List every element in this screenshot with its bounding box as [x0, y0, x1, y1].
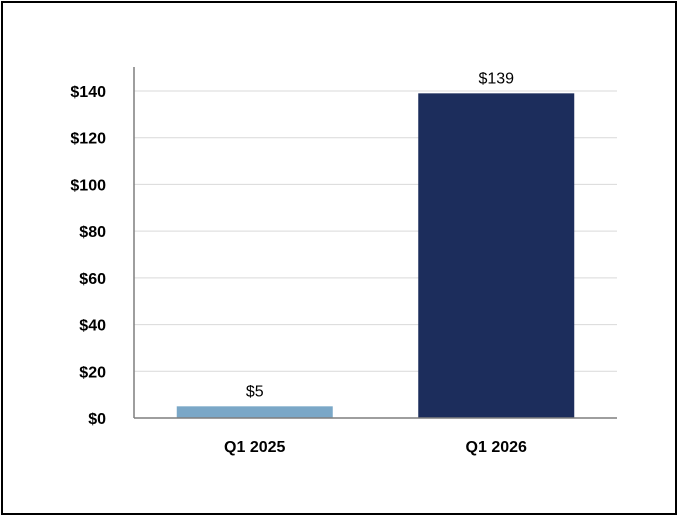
bar-chart: $0 $20 $40 $60 $80 $100 $120 $140 $5 $139 Q1 202… — [70, 67, 617, 456]
x-tick-label: Q1 2026 — [466, 439, 527, 456]
y-tick-label: $140 — [70, 84, 106, 101]
y-tick-label: $60 — [79, 271, 106, 288]
y-tick-label: $0 — [88, 411, 106, 428]
data-labels: $5 $139 — [246, 70, 514, 400]
x-tick-label: Q1 2025 — [224, 439, 285, 456]
y-tick-label: $80 — [79, 224, 106, 241]
bar-q1-2026 — [418, 93, 575, 418]
y-tick-label: $100 — [70, 177, 106, 194]
gridlines — [134, 90, 617, 372]
y-tick-label: $40 — [79, 318, 106, 335]
bar-q1-2025 — [176, 406, 333, 418]
y-tick-label: $120 — [70, 131, 106, 148]
y-tick-label: $20 — [79, 364, 106, 381]
y-axis-tick-labels: $0 $20 $40 $60 $80 $100 $120 $140 — [70, 84, 106, 428]
data-label: $5 — [246, 383, 264, 400]
x-axis-tick-labels: Q1 2025 Q1 2026 — [224, 439, 527, 456]
bars — [176, 93, 575, 418]
data-label: $139 — [478, 70, 514, 87]
